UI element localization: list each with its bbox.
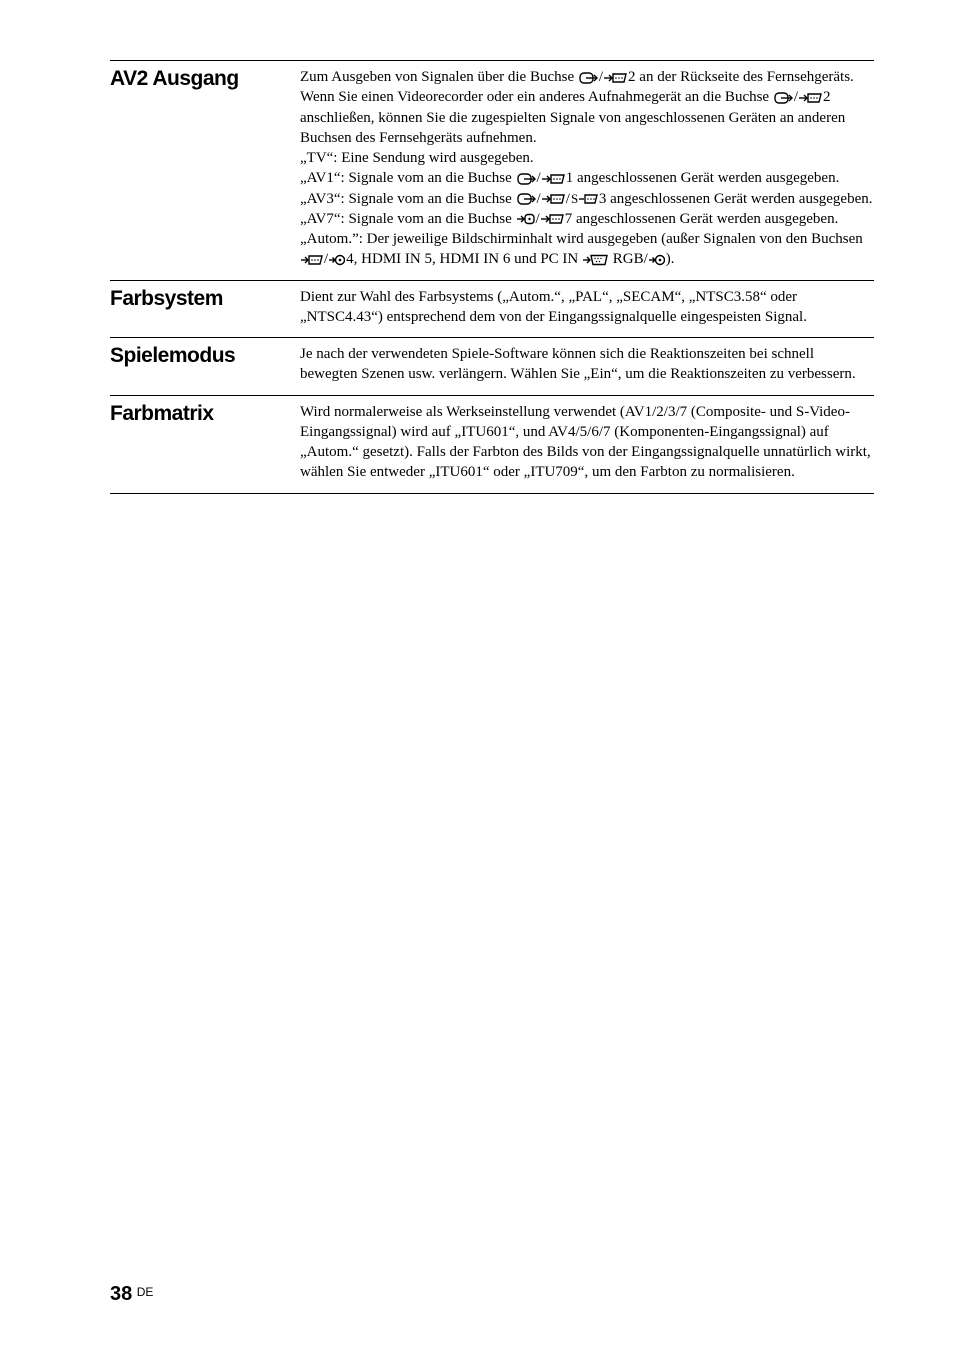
scart-out-icon [579, 71, 598, 85]
settings-table: AV2 AusgangZum Ausgeben von Signalen übe… [110, 60, 874, 494]
page-number: 38 DE [110, 1283, 153, 1306]
scart-out-icon [517, 192, 536, 206]
scart-in-icon [604, 71, 627, 85]
page-number-suffix: DE [137, 1285, 154, 1299]
scart-in-icon [799, 91, 822, 105]
scart-in-icon [541, 212, 564, 226]
setting-heading: Farbmatrix [110, 402, 300, 426]
pc-in-icon [583, 253, 608, 267]
setting-description: Wird normalerweise als Werkseinstellung … [300, 402, 874, 483]
av-in-icon [517, 212, 535, 226]
scart-out-icon [517, 172, 536, 186]
scart-out-icon [774, 91, 793, 105]
settings-row: SpielemodusJe nach der verwendeten Spiel… [110, 337, 874, 395]
setting-heading: Farbsystem [110, 287, 300, 311]
scart-in-icon [542, 192, 565, 206]
audio-in-icon [649, 253, 665, 267]
setting-description: Dient zur Wahl des Farbsystems („Autom.“… [300, 287, 874, 328]
setting-heading: Spielemodus [110, 344, 300, 368]
setting-heading: AV2 Ausgang [110, 67, 300, 91]
settings-row: FarbmatrixWird normalerweise als Werksei… [110, 395, 874, 494]
audio-in-icon [329, 253, 345, 267]
settings-row: AV2 AusgangZum Ausgeben von Signalen übe… [110, 60, 874, 280]
svideo-icon [571, 192, 598, 206]
component-in-icon [301, 253, 323, 267]
setting-description: Je nach der verwendeten Spiele-Software … [300, 344, 874, 385]
scart-in-icon [542, 172, 565, 186]
settings-row: FarbsystemDient zur Wahl des Farbsystems… [110, 280, 874, 338]
page-number-value: 38 [110, 1283, 132, 1305]
setting-description: Zum Ausgeben von Signalen über die Buchs… [300, 67, 874, 270]
